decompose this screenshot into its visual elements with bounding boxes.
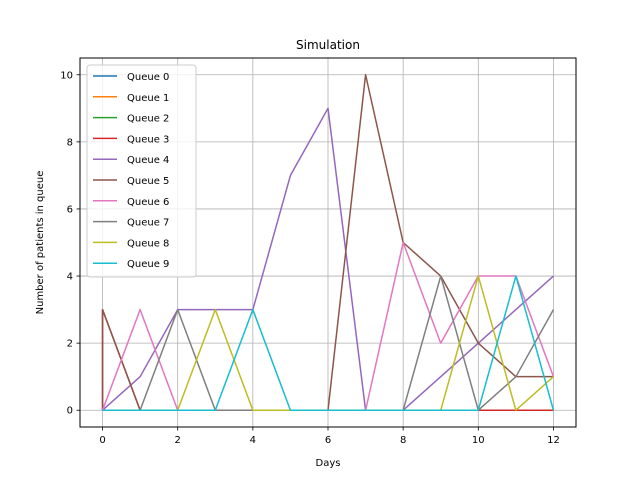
x-tick-label: 2 xyxy=(175,435,181,446)
y-tick-label: 0 xyxy=(67,406,73,417)
x-tick-label: 10 xyxy=(472,435,485,446)
x-tick-label: 12 xyxy=(547,435,560,446)
y-tick-label: 4 xyxy=(67,272,73,283)
series-lines xyxy=(101,74,555,411)
y-tick-label: 2 xyxy=(67,339,73,350)
axis-ticks: 0 2 4 6 8 10 12 0 2 4 6 8 10 xyxy=(60,70,560,446)
y-axis-label: Number of patients in queue xyxy=(35,171,46,315)
x-tick-label: 0 xyxy=(99,435,105,446)
legend-label: Queue 5 xyxy=(127,176,169,187)
y-tick-label: 8 xyxy=(67,137,73,148)
x-tick-label: 6 xyxy=(325,435,331,446)
legend-label: Queue 9 xyxy=(127,259,169,270)
legend-label: Queue 7 xyxy=(127,218,169,229)
legend-label: Queue 2 xyxy=(127,114,169,125)
legend-label: Queue 6 xyxy=(127,197,169,208)
legend: Queue 0 Queue 1 Queue 2 Queue 3 Queue 4 Queue… xyxy=(86,64,197,278)
x-tick-label: 4 xyxy=(250,435,256,446)
legend-label: Queue 8 xyxy=(127,238,169,249)
legend-label: Queue 3 xyxy=(127,134,169,145)
legend-label: Queue 4 xyxy=(127,155,169,166)
chart-title: Simulation xyxy=(296,38,360,52)
y-tick-label: 6 xyxy=(67,204,73,215)
x-tick-label: 8 xyxy=(400,435,406,446)
y-tick-label: 10 xyxy=(60,70,73,81)
legend-label: Queue 1 xyxy=(127,93,169,104)
series-line-queue-9 xyxy=(102,275,555,411)
legend-label: Queue 0 xyxy=(127,72,169,83)
x-axis-label: Days xyxy=(316,458,341,469)
